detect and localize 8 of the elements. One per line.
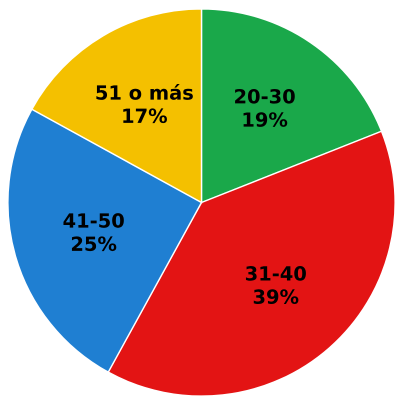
slice-label: 20-30 [235, 88, 295, 104]
data-label: 19% [244, 112, 288, 127]
slice-label: 51 o más [96, 84, 193, 100]
data-label: 39% [254, 289, 298, 304]
slice-label: 31-40 [246, 266, 306, 281]
slice-label: 41-50 [63, 213, 124, 228]
data-label: 17% [123, 108, 167, 124]
data-label: 25% [72, 236, 116, 252]
